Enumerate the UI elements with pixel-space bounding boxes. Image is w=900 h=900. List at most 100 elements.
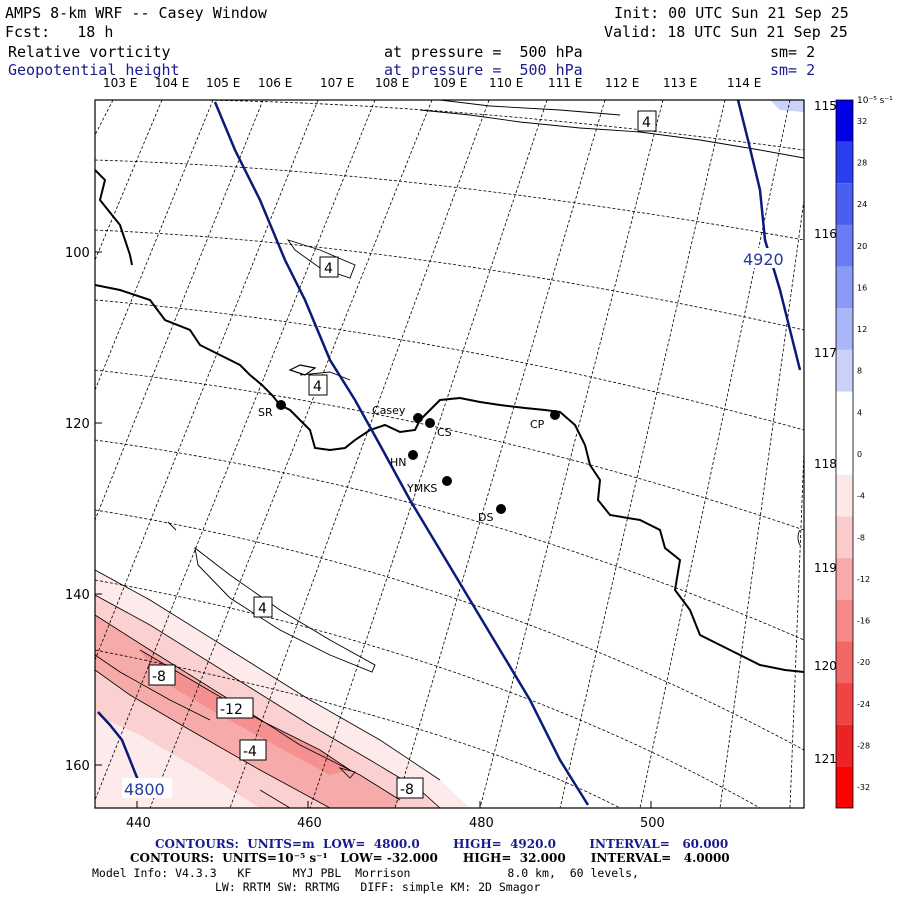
field2-name: Geopotential height — [8, 61, 180, 79]
station-label-ymks: YMKS — [406, 482, 437, 495]
field1-name: Relative vorticity — [8, 43, 171, 61]
colorbar-tick-label: 16 — [857, 283, 867, 292]
init-time: Init: 00 UTC Sun 21 Sep 25 — [614, 4, 849, 22]
lon-label: 107 E — [320, 76, 355, 90]
axis-ticks — [95, 251, 652, 808]
colorbar-tick-label: -4 — [857, 492, 865, 501]
footer-physics-info: LW: RRTM SW: RRTMG DIFF: simple KM: 2D S… — [215, 880, 541, 894]
colorbar-segment — [836, 224, 853, 267]
station-label-cp: CP — [530, 418, 545, 431]
svg-text:-8: -8 — [152, 669, 166, 685]
footer-model-info: Model Info: V4.3.3 KF MYJ PBL Morrison 8… — [92, 866, 639, 880]
map-title: AMPS 8-km WRF -- Casey Window — [5, 4, 267, 22]
height-contour-label: 4920 — [743, 250, 784, 269]
colorbar-segment — [836, 349, 853, 392]
vorticity-label-box: 4 — [319, 256, 339, 278]
colorbar-segment — [836, 724, 853, 767]
colorbar-tick-label: 8 — [857, 367, 862, 376]
vorticity-fill — [95, 570, 470, 808]
svg-text:4: 4 — [642, 115, 651, 131]
colorbar-unit: 10⁻⁵ s⁻¹ — [857, 96, 893, 106]
colorbar: 32 28 24 20 16 12 8 4 0 -4 -8 -12 -16 -20 -24 -28 -32 — [835, 99, 870, 809]
coastline-island — [288, 364, 317, 376]
colorbar-segment — [836, 558, 853, 600]
station-label-casey: Casey — [372, 404, 406, 417]
colorbar-segment — [836, 100, 853, 142]
lon-label: 111 E — [548, 76, 583, 90]
y-axis-label: 100 — [65, 246, 90, 261]
field2-smooth: sm= 2 — [770, 61, 816, 79]
colorbar-segment — [836, 183, 853, 225]
lon-label: 103 E — [103, 76, 138, 90]
colorbar-tick-label: -32 — [857, 783, 870, 792]
colorbar-segment — [836, 141, 853, 184]
lon-label: 106 E — [258, 76, 293, 90]
station-label-ds: DS — [478, 511, 493, 524]
colorbar-frame — [835, 99, 854, 809]
colorbar-tick-label: -12 — [857, 575, 870, 584]
colorbar-tick-label: 24 — [857, 200, 867, 209]
height-contour-4920 — [736, 100, 802, 371]
station-marker-cp — [550, 410, 560, 420]
x-axis-label: 480 — [469, 816, 494, 831]
colorbar-tick-label: -20 — [857, 658, 870, 667]
x-axis-label: 440 — [126, 816, 151, 831]
field2-pressure: at pressure = 500 hPa — [384, 61, 583, 79]
height-contour-label: 4800 — [124, 780, 165, 799]
lon-label: 114 E — [727, 76, 762, 90]
svg-text:-8: -8 — [400, 782, 414, 798]
colorbar-segment — [836, 641, 853, 684]
valid-time: Valid: 18 UTC Sun 21 Sep 25 — [604, 23, 848, 41]
vorticity-label-box: -12 — [216, 697, 254, 719]
svg-text:4: 4 — [324, 261, 333, 277]
vorticity-label-box: -4 — [239, 739, 267, 761]
graticule — [95, 100, 804, 808]
colorbar-tick-label: 32 — [857, 117, 867, 126]
station-label-hn: HN — [390, 456, 407, 469]
colorbar-segment — [836, 433, 853, 475]
footer-vorticity-contours: CONTOURS: UNITS=10⁻⁵ s⁻¹ LOW= -32.000 HI… — [130, 851, 730, 865]
field1-pressure: at pressure = 500 hPa — [384, 43, 583, 61]
footer-height-contours: CONTOURS: UNITS=m LOW= 4800.0 HIGH= 4920… — [155, 837, 729, 851]
colorbar-segment — [836, 474, 853, 517]
stations: SR Casey CS CP HN YMKS DS — [258, 400, 560, 524]
vorticity-label-box: 4 — [637, 110, 657, 132]
y-axis-label: 120 — [65, 417, 90, 432]
field1-smooth: sm= 2 — [770, 43, 816, 61]
colorbar-tick-label: -28 — [857, 742, 870, 751]
colorbar-segment — [836, 266, 853, 309]
y-axis-label: 160 — [65, 759, 90, 774]
vorticity-label-box: 4 — [308, 374, 328, 396]
vorticity-positive-patch — [770, 100, 804, 112]
colorbar-tick-label: -8 — [857, 533, 865, 542]
station-marker-sr — [276, 400, 286, 410]
lon-label: 112 E — [605, 76, 640, 90]
colorbar-segment — [836, 516, 853, 559]
forecast-hour: Fcst: 18 h — [5, 23, 114, 41]
lon-label: 105 E — [206, 76, 241, 90]
lon-label: 113 E — [663, 76, 698, 90]
height-contour-4800 — [97, 711, 140, 781]
svg-text:4: 4 — [313, 379, 322, 395]
x-axis-label: 460 — [297, 816, 322, 831]
colorbar-tick-label: -24 — [857, 700, 870, 709]
vorticity-label-box: 4 — [253, 596, 273, 618]
station-marker-hn — [408, 450, 418, 460]
map-plot-area — [95, 100, 804, 808]
colorbar-tick-label: 20 — [857, 242, 867, 251]
lon-label: 104 E — [155, 76, 190, 90]
station-marker-casey — [413, 413, 423, 423]
colorbar-tick-label: 4 — [857, 408, 862, 417]
colorbar-segment — [836, 599, 853, 642]
colorbar-tick-label: -16 — [857, 617, 870, 626]
plot-frame — [94, 99, 805, 809]
colorbar-tick-label: 28 — [857, 158, 867, 167]
svg-text:-4: -4 — [243, 744, 257, 760]
lon-label: 110 E — [489, 76, 524, 90]
station-marker-cs — [425, 418, 435, 428]
colorbar-segment — [836, 308, 853, 350]
colorbar-segment — [836, 683, 853, 725]
coastline — [95, 169, 804, 673]
x-axis-label: 500 — [640, 816, 665, 831]
